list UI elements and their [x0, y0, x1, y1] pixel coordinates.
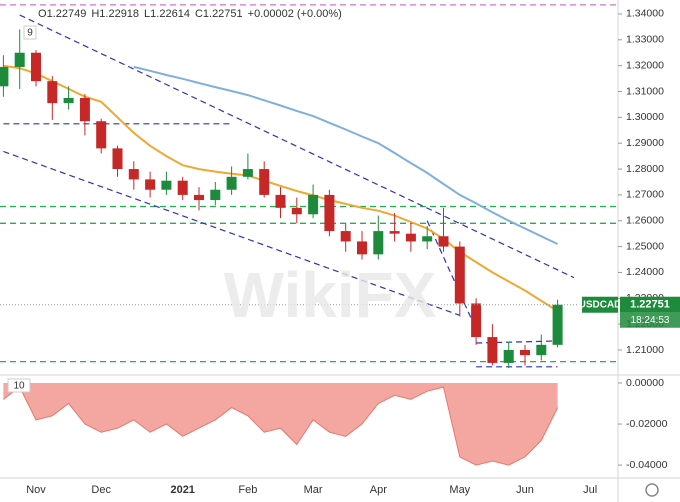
countdown-label: 18:24:53 [631, 315, 670, 326]
y-tick-label: 1.25000 [626, 240, 664, 252]
moving-average [133, 65, 559, 245]
annotation-box [23, 25, 37, 40]
price-pane [0, 4, 618, 369]
y-tick-label: -0.04000 [626, 459, 668, 471]
candle-body [454, 246, 465, 304]
indicator-area [3, 382, 558, 466]
candle-body [210, 189, 221, 201]
price-tag [620, 296, 680, 313]
indicator-label: 10 [13, 381, 25, 392]
ohlc-value: 1.22749 [47, 8, 87, 20]
candle-body [259, 169, 270, 195]
candle-body [14, 52, 25, 67]
candle-body [405, 233, 416, 242]
candle-body [161, 180, 172, 190]
x-tick-label: Mar [304, 484, 323, 496]
y-tick-label: -0.02000 [626, 418, 668, 430]
symbol-label: USDCAD [579, 299, 622, 310]
candle-body [324, 194, 335, 232]
candle-body [503, 349, 514, 363]
ohlc-label: L [144, 8, 150, 20]
y-tick-label: 1.33000 [626, 34, 664, 46]
x-tick-label: Dec [91, 484, 111, 496]
candle-body [112, 148, 123, 170]
x-tick-label: May [449, 484, 470, 496]
candle-body [96, 121, 107, 149]
candle-body [340, 231, 351, 242]
indicator-line [3, 386, 559, 466]
candle-body [177, 180, 188, 195]
candle-body [63, 97, 74, 104]
candle-body [552, 304, 563, 345]
ohlc-label: O [38, 8, 47, 20]
candle-body [79, 97, 90, 122]
candle-body [194, 194, 204, 201]
x-tick-label: Apr [370, 484, 387, 496]
price-tag-label: 1.22751 [630, 299, 670, 311]
candle-body [128, 169, 139, 180]
ohlc-value: +0.00002 (+0.00%) [248, 8, 342, 20]
x-tick-label: Jul [583, 484, 597, 496]
candle-body [536, 344, 547, 356]
countdown-tag [620, 312, 680, 328]
x-tick-label: Jun [516, 484, 534, 496]
y-tick-label: 1.21000 [626, 344, 664, 356]
candle-body [31, 52, 41, 82]
candle-body [308, 194, 319, 215]
x-tick-label: 2021 [170, 484, 194, 496]
y-tick-label: 1.24000 [626, 266, 664, 278]
candle-body [145, 179, 156, 190]
candle-body [438, 236, 449, 247]
trend-line [19, 14, 575, 279]
ohlc-value: 1.22918 [99, 8, 139, 20]
symbol-tag [582, 296, 618, 313]
ohlc-label: C [195, 8, 203, 20]
moving-average [3, 64, 559, 312]
candle-body [226, 176, 237, 190]
candle-body [389, 231, 400, 234]
watermark: WikiFX [224, 259, 437, 331]
candle-body [520, 349, 530, 356]
ohlc-value: 1.22614 [150, 8, 190, 20]
y-tick-label: 1.31000 [626, 85, 664, 97]
indicator-pane [3, 382, 559, 466]
y-tick-label: 1.34000 [626, 8, 664, 20]
x-tick-label: Feb [238, 484, 257, 496]
y-tick-label: 0.00000 [626, 377, 664, 389]
candle-body [275, 194, 286, 208]
y-tick-label: 1.26000 [626, 215, 664, 227]
candle-body [487, 337, 498, 363]
annotation: 9 [27, 28, 33, 39]
y-tick-label: 1.28000 [626, 163, 664, 175]
ohlc-value: 1.22751 [203, 8, 243, 20]
candle-body [373, 231, 384, 255]
ohlc-header: O1.22749 H1.22918 L1.22614 C1.22751 +0.00002… [38, 8, 342, 20]
y-tick-label: 1.27000 [626, 189, 664, 201]
candle-body [0, 66, 9, 87]
candle-body [357, 241, 367, 255]
ohlc-label: H [91, 8, 99, 20]
candle-body [291, 207, 302, 215]
y-tick-label: 1.29000 [626, 137, 664, 149]
candle-body [242, 169, 253, 177]
candle-body [471, 303, 482, 338]
candle-body [47, 81, 58, 104]
x-tick-label: Nov [26, 484, 46, 496]
candle-body [422, 236, 433, 242]
y-tick-label: 1.32000 [626, 59, 664, 71]
settings-icon[interactable] [645, 483, 659, 497]
indicator-label-box [7, 378, 31, 393]
y-tick-label: 1.30000 [626, 111, 664, 123]
trend-line [3, 150, 461, 316]
